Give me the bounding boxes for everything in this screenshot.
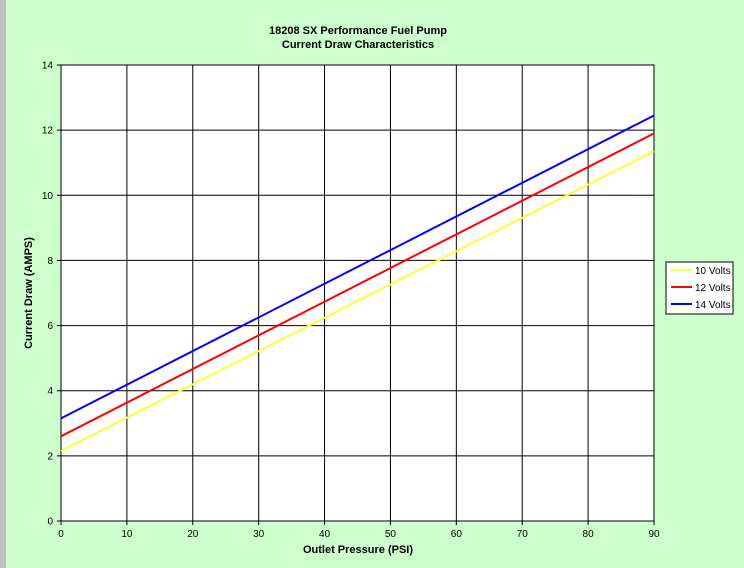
x-tick-label: 90 bbox=[648, 529, 660, 540]
x-tick-label: 10 bbox=[121, 529, 133, 540]
y-tick-label: 10 bbox=[42, 191, 54, 202]
legend-label-10-volts: 10 Volts bbox=[695, 266, 731, 277]
y-axis-title: Current Draw (AMPS) bbox=[23, 237, 35, 349]
y-tick-label: 14 bbox=[42, 61, 54, 72]
legend-label-14-volts: 14 Volts bbox=[695, 300, 731, 311]
y-tick-label: 2 bbox=[47, 451, 53, 462]
y-tick-label: 0 bbox=[47, 517, 53, 528]
x-tick-label: 60 bbox=[451, 529, 463, 540]
x-tick-label: 70 bbox=[517, 529, 529, 540]
y-tick-label: 8 bbox=[47, 256, 53, 267]
y-tick-label: 6 bbox=[47, 321, 53, 332]
chart-subtitle: Current Draw Characteristics bbox=[282, 39, 434, 51]
x-tick-label: 20 bbox=[187, 529, 199, 540]
x-tick-label: 40 bbox=[319, 529, 331, 540]
y-tick-label: 12 bbox=[42, 126, 54, 137]
x-tick-label: 30 bbox=[253, 529, 265, 540]
x-tick-label: 50 bbox=[385, 529, 397, 540]
x-tick-label: 80 bbox=[583, 529, 595, 540]
y-tick-label: 4 bbox=[47, 386, 53, 397]
x-axis-title: Outlet Pressure (PSI) bbox=[303, 544, 413, 556]
plot-area bbox=[60, 64, 655, 522]
chart-title: 18208 SX Performance Fuel Pump bbox=[269, 25, 447, 37]
series-layer bbox=[60, 114, 655, 452]
legend-label-12-volts: 12 Volts bbox=[695, 283, 731, 294]
tick-layer: 0 10 20 30 40 50 60 70 80 90 0 2 4 6 8 10 12 14 bbox=[42, 61, 660, 541]
series-line-12-volts bbox=[60, 132, 655, 438]
x-tick-label: 0 bbox=[58, 529, 64, 540]
series-line-14-volts bbox=[60, 114, 655, 420]
legend: 10 Volts 12 Volts 14 Volts bbox=[665, 261, 734, 315]
series-line-10-volts bbox=[60, 150, 655, 452]
grid-layer bbox=[60, 64, 655, 522]
left-stripe bbox=[0, 0, 6, 568]
